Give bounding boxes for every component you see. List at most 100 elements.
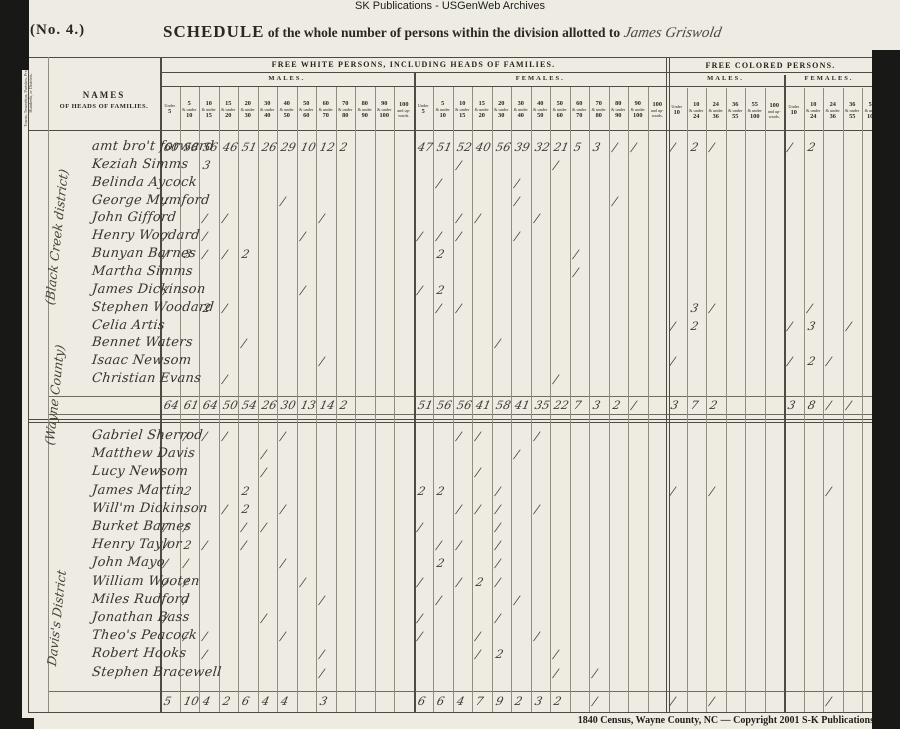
age-label-line: & under <box>455 106 470 112</box>
tally-mark: 2 <box>435 556 446 571</box>
tally-mark: / <box>708 140 716 154</box>
tally-mark: / <box>455 501 462 516</box>
total-value: 51 <box>416 398 434 412</box>
tally-mark: / <box>299 282 306 297</box>
total-value: 41 <box>474 398 493 412</box>
tally-mark: 2 <box>240 247 251 262</box>
column-line <box>296 87 298 712</box>
age-column-header: Under 5 <box>414 88 434 130</box>
age-column-header: 40 & under 50 <box>531 88 551 130</box>
tally-mark: / <box>162 229 170 244</box>
age-label-line: & under <box>513 106 528 112</box>
head-of-family-name: Bennet Waters <box>91 335 194 351</box>
tally-mark: 2 <box>806 140 817 154</box>
age-label-line: 36 <box>849 100 856 108</box>
tally-mark: / <box>474 629 482 644</box>
tally-mark: 58 <box>182 140 200 154</box>
head-of-family-name: Stephen Woodard <box>91 299 215 315</box>
age-column-header: 24 & under 36 <box>706 90 726 130</box>
head-of-family-name: Miles Rudford <box>91 591 191 607</box>
age-label-line: and up- <box>650 107 664 113</box>
total-value: 2 <box>552 694 563 708</box>
table-rule <box>160 72 874 73</box>
age-label-line: 10 <box>205 99 212 107</box>
tally-mark: 26 <box>260 140 278 154</box>
total-value: 64 <box>162 398 181 412</box>
tally-mark: 2 <box>240 501 251 516</box>
tally-mark: / <box>435 300 443 315</box>
age-label-line: & under <box>240 106 255 112</box>
tally-mark: / <box>669 483 677 498</box>
fc-males-header: MALES. <box>707 75 744 82</box>
tally-mark: / <box>299 229 306 244</box>
age-label-line: 24 <box>810 112 817 120</box>
tally-mark: 60 <box>162 140 181 154</box>
tally-mark: / <box>552 665 560 680</box>
age-label-line: 100 <box>399 100 409 108</box>
tally-mark: / <box>240 336 248 351</box>
total-value: 58 <box>494 398 512 412</box>
total-value: 30 <box>279 398 298 412</box>
females-header: FEMALES. <box>515 75 565 82</box>
head-of-family-name: Keziah Simms <box>91 156 190 172</box>
tally-mark: 2 <box>435 282 446 297</box>
tally-mark: / <box>260 520 267 534</box>
tally-mark: / <box>533 429 540 443</box>
tally-mark: / <box>221 300 228 315</box>
age-column-header: 40 & under 50 <box>277 88 297 130</box>
tally-mark: / <box>318 665 326 680</box>
head-of-family-name: Henry Woodard <box>91 228 201 244</box>
tally-mark: / <box>845 318 852 333</box>
top-caption: SK Publications - USGenWeb Archives <box>355 0 545 12</box>
age-label-line: wards. <box>398 112 410 118</box>
column-line <box>277 87 278 712</box>
age-label-line: and up- <box>397 107 411 113</box>
age-label-line: & under <box>845 107 860 113</box>
head-of-family-name: Stephen Bracewell <box>91 664 223 680</box>
total-value: 3 <box>591 398 602 412</box>
tally-mark: / <box>279 629 287 644</box>
total-value: 2 <box>338 398 349 412</box>
age-label-line: 20 <box>225 111 232 119</box>
tally-mark: / <box>474 647 482 662</box>
head-of-family-name: Will'm Dickinson <box>91 500 209 516</box>
tally-mark: 29 <box>279 140 298 154</box>
table-rule <box>28 57 874 58</box>
age-column-header: 15 & under 20 <box>472 88 492 130</box>
tally-mark: / <box>455 300 462 315</box>
tally-mark: / <box>552 157 560 172</box>
schedule-text: of the whole number of persons within th… <box>264 25 624 40</box>
tally-mark: 56 <box>201 140 220 154</box>
age-label-line: 40 <box>537 99 544 107</box>
tally-mark: / <box>162 520 170 534</box>
tally-mark: / <box>572 264 579 279</box>
age-label-line: 55 <box>869 101 875 108</box>
age-label-line: Under <box>671 104 683 109</box>
age-label-line: & under <box>552 106 567 112</box>
tally-mark: / <box>279 193 287 208</box>
age-column-header: Under 5 <box>160 88 180 130</box>
table-rule <box>160 86 874 87</box>
age-label-line: 20 <box>498 99 505 107</box>
total-value: / <box>708 694 716 708</box>
total-value: / <box>825 694 833 708</box>
column-line <box>491 87 493 712</box>
head-of-family-name: Christian Evans <box>91 371 202 387</box>
total-value: 3 <box>786 398 797 412</box>
age-label-line: 60 <box>556 111 563 119</box>
age-label-line: 90 <box>361 111 368 119</box>
age-column-header: 60 & under 70 <box>570 88 590 130</box>
age-column-header: 10 & under 15 <box>453 88 473 130</box>
tally-mark: 32 <box>533 140 551 154</box>
free-colored-divider <box>668 57 670 712</box>
tally-mark: / <box>318 592 326 607</box>
tally-mark: / <box>533 211 540 226</box>
tally-mark: / <box>221 501 228 516</box>
tally-mark: / <box>162 611 170 625</box>
schedule-word: SCHEDULE <box>163 22 265 41</box>
tally-mark: / <box>474 501 482 516</box>
age-label-line: 55 <box>849 112 856 120</box>
head-of-family-name: Bunyan Barnes <box>91 246 197 262</box>
tally-mark: / <box>260 447 267 462</box>
